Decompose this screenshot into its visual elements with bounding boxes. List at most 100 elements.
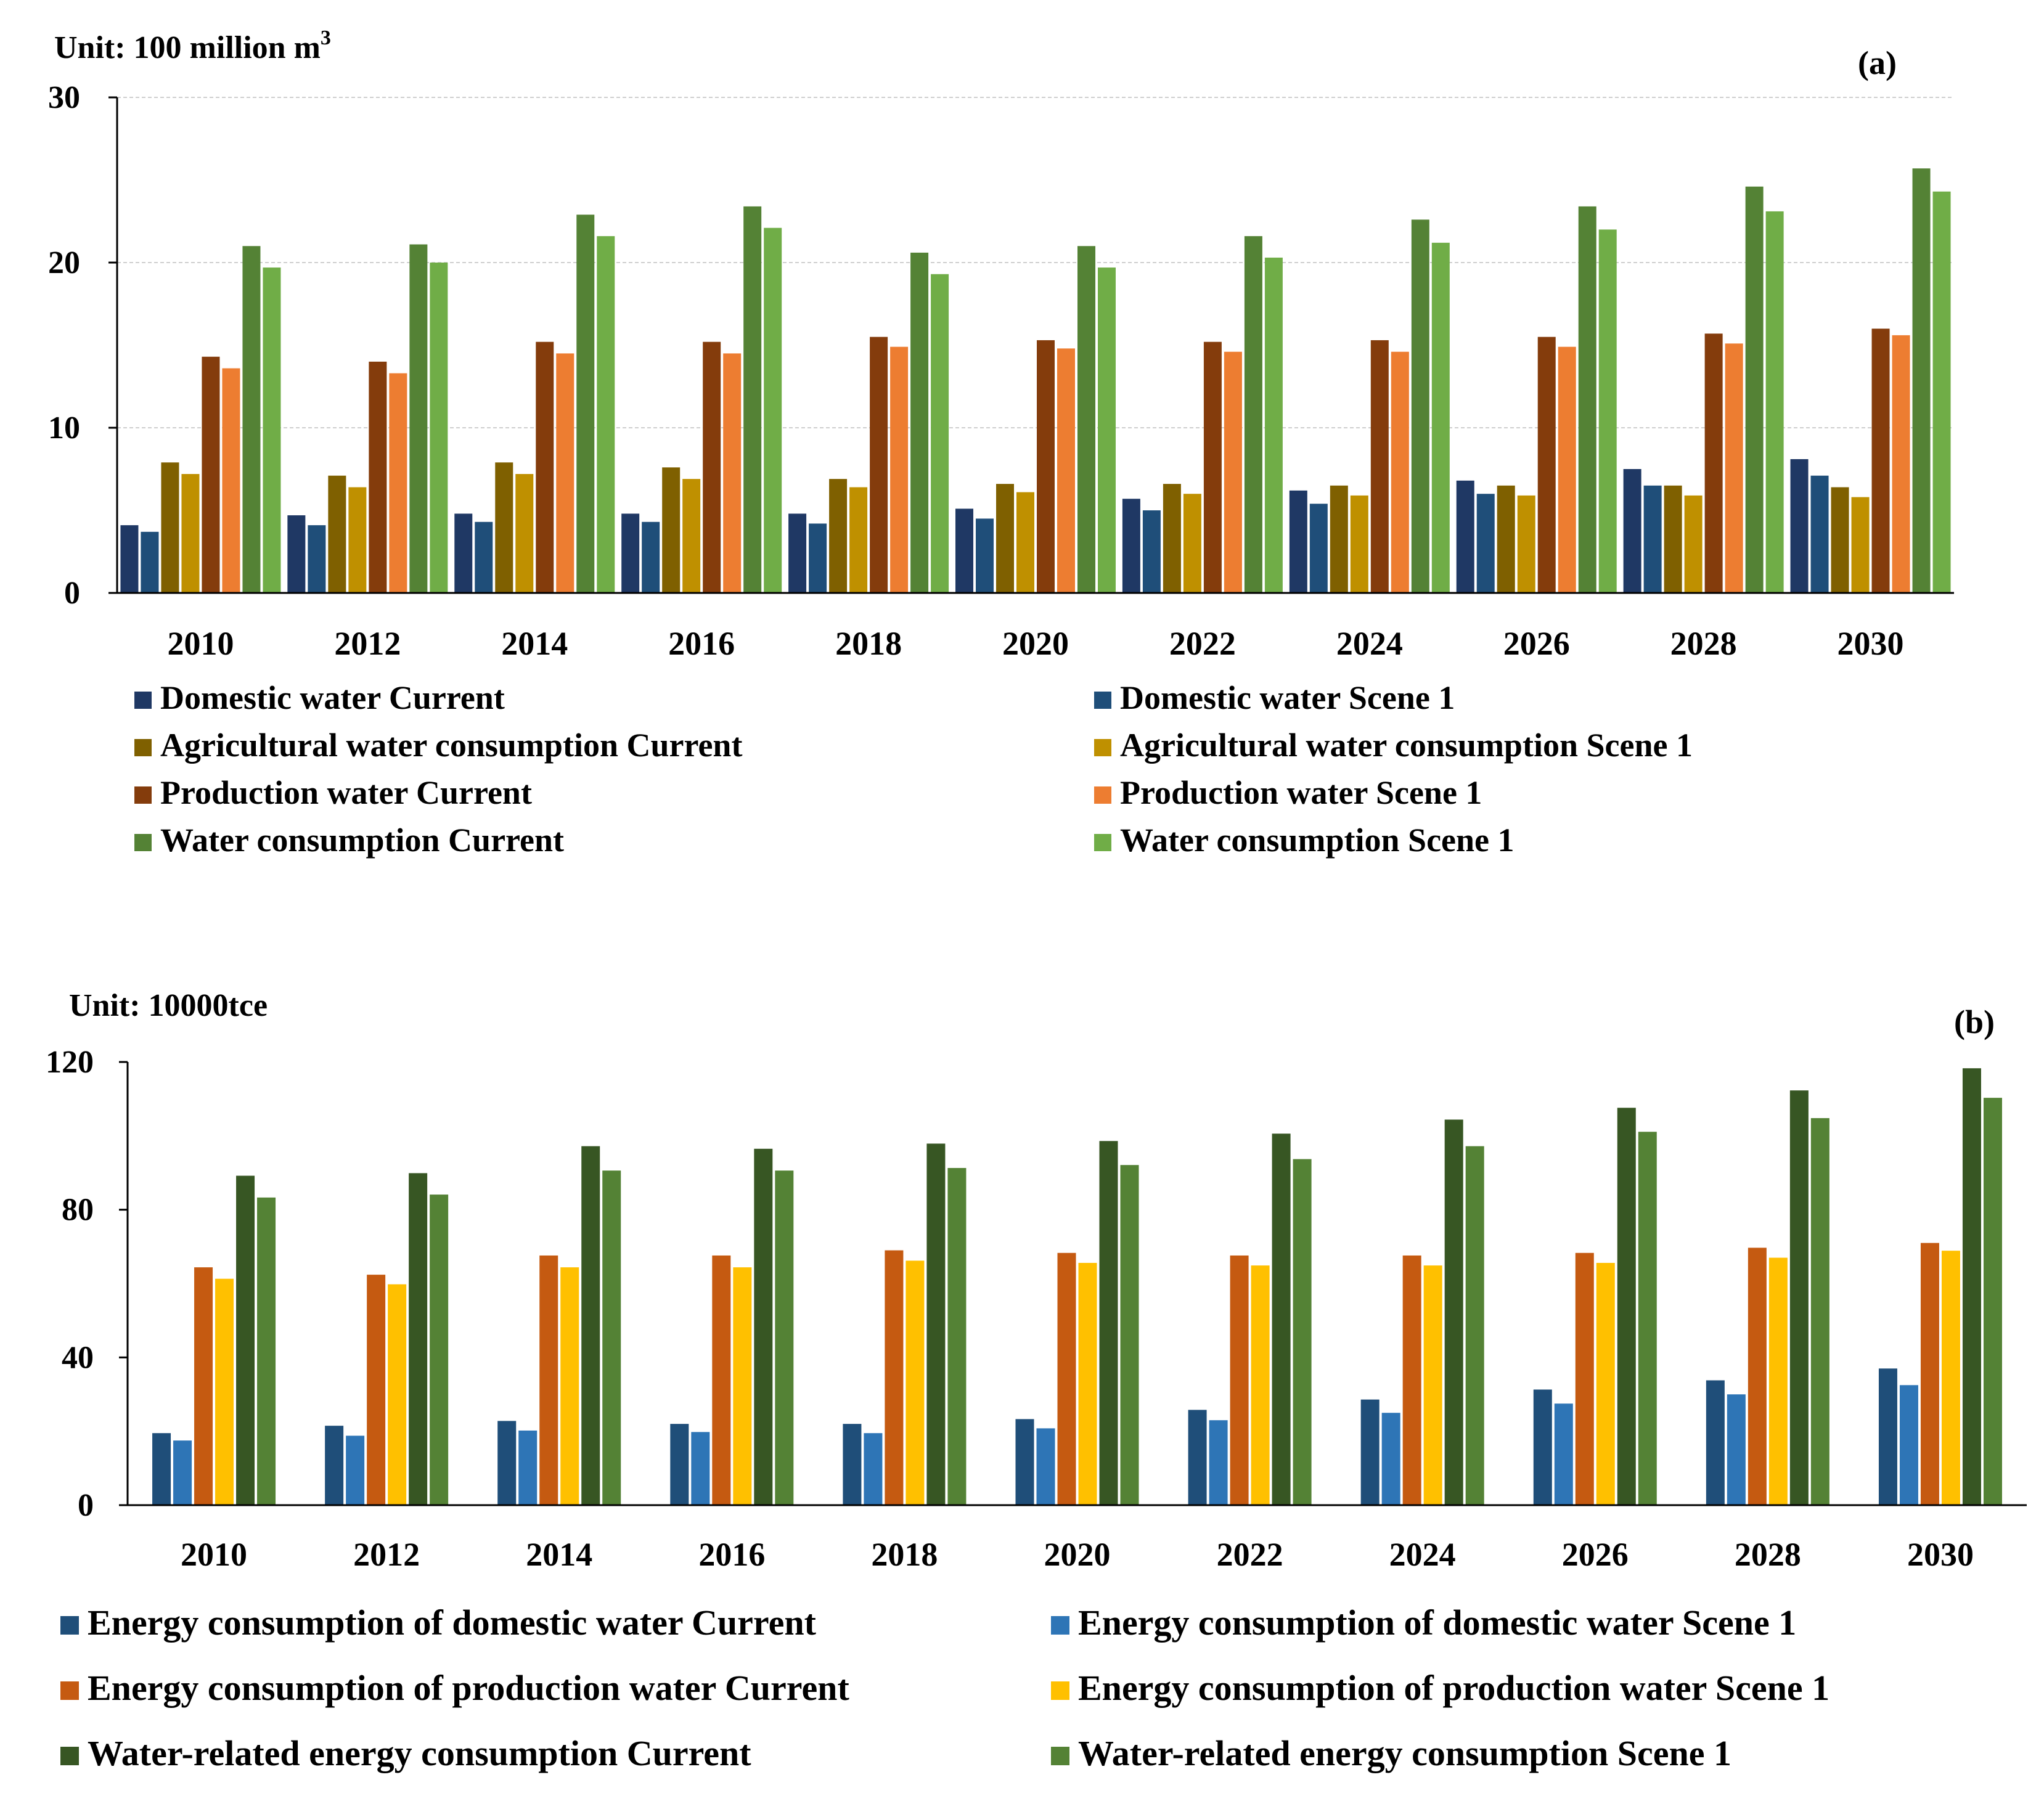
bar [518, 1430, 538, 1505]
bar [1912, 168, 1931, 593]
bar [346, 1435, 365, 1505]
bar [1163, 484, 1181, 593]
bar [141, 531, 159, 593]
legend-label: Energy consumption of production water C… [88, 1668, 849, 1708]
bar [1015, 1419, 1034, 1505]
bar [1920, 1243, 1939, 1505]
bar [152, 1433, 171, 1505]
bar [1768, 1257, 1788, 1505]
bar [890, 346, 909, 593]
bar [1810, 475, 1829, 593]
bar [1391, 351, 1409, 593]
bar [194, 1267, 213, 1505]
bar [1578, 206, 1596, 593]
x-tick-label: 2026 [1503, 625, 1570, 662]
legend-label: Domestic water Scene 1 [1120, 679, 1455, 716]
bar [1684, 495, 1703, 593]
bar [1456, 480, 1474, 593]
bar [1596, 1262, 1615, 1505]
bar [1188, 1410, 1207, 1505]
bar [1360, 1399, 1380, 1505]
bar [1120, 1165, 1139, 1505]
bar [1423, 1265, 1442, 1505]
panel-b-y-ticks: 0 40 80 120 [46, 1045, 94, 1523]
x-tick-label: 2024 [1336, 625, 1403, 662]
x-tick-label: 2020 [1044, 1536, 1111, 1573]
bar [1892, 335, 1910, 593]
bar [308, 525, 326, 593]
bar [1765, 211, 1784, 593]
bar [222, 368, 240, 593]
legend-label: Domestic water Current [160, 679, 505, 716]
bar [1476, 494, 1495, 593]
bar [1330, 485, 1348, 593]
bar [1617, 1108, 1636, 1505]
x-tick-label: 2022 [1169, 625, 1236, 662]
bar [1465, 1146, 1484, 1505]
bar [1983, 1098, 2002, 1505]
bar [1664, 485, 1682, 593]
panel-a-x-tick-labels: 2010 2012 2014 2016 2018 2020 2022 2024 2026 2028… [167, 625, 1903, 662]
panel-b-energy-consumption-chart: Unit: 10000tce (b) 0 40 80 120 2010 2012 2014… [46, 988, 2027, 1773]
legend-swatch [1094, 739, 1111, 756]
x-tick-label: 2016 [698, 1536, 765, 1573]
legend-swatch [1051, 1681, 1069, 1700]
x-tick-label: 2022 [1217, 1536, 1283, 1573]
legend-label: Water consumption Scene 1 [1120, 822, 1515, 859]
bar [1057, 348, 1075, 593]
bar [764, 227, 782, 594]
legend-swatch [134, 739, 152, 756]
bar [475, 521, 493, 593]
bar [120, 525, 139, 593]
y-tick-label: 120 [46, 1045, 94, 1080]
bar [743, 206, 762, 593]
y-tick-label: 0 [78, 1488, 94, 1523]
bar [621, 513, 640, 593]
legend-swatch [134, 834, 152, 851]
bar [1831, 487, 1849, 593]
bar [1851, 497, 1870, 593]
bar [1789, 1090, 1809, 1505]
bar [287, 515, 306, 593]
bar [369, 361, 387, 593]
bar [430, 263, 448, 593]
panel-b-axes [119, 1061, 2027, 1506]
bar [597, 236, 615, 593]
bar [947, 1167, 967, 1505]
legend-swatch [1051, 1616, 1069, 1635]
bar [556, 353, 574, 593]
bar [1309, 504, 1328, 593]
bar [1745, 186, 1764, 594]
bar [1224, 351, 1242, 593]
bar [560, 1267, 579, 1505]
legend-label: Water consumption Current [160, 822, 564, 859]
bar [1871, 329, 1890, 593]
bar [1431, 242, 1450, 594]
bar [539, 1255, 558, 1505]
legend-label: Production water Current [160, 774, 532, 811]
x-tick-label: 2020 [1002, 625, 1069, 662]
bar [430, 1195, 449, 1505]
bar [733, 1267, 752, 1505]
bar [1878, 1368, 1897, 1505]
bar [1244, 236, 1262, 593]
bar [1230, 1255, 1249, 1505]
bar [536, 341, 554, 593]
bar [242, 246, 261, 593]
bar [388, 1284, 407, 1505]
bar [409, 1173, 428, 1505]
bar [215, 1278, 234, 1505]
bar [1444, 1119, 1463, 1505]
panel-b-x-tick-labels: 2010 2012 2014 2016 2018 2020 2022 2024 2026 2028… [181, 1536, 1974, 1573]
x-tick-label: 2018 [835, 625, 902, 662]
bar [1962, 1068, 1981, 1505]
legend-label: Water-related energy consumption Scene 1 [1078, 1733, 1731, 1773]
bar [1706, 1380, 1725, 1505]
bar [996, 484, 1014, 593]
x-tick-label: 2012 [334, 625, 401, 662]
x-tick-label: 2018 [871, 1536, 938, 1573]
bar [703, 341, 721, 593]
bar [1370, 340, 1389, 593]
legend-swatch [134, 786, 152, 804]
legend-label: Energy consumption of production water S… [1078, 1668, 1829, 1708]
